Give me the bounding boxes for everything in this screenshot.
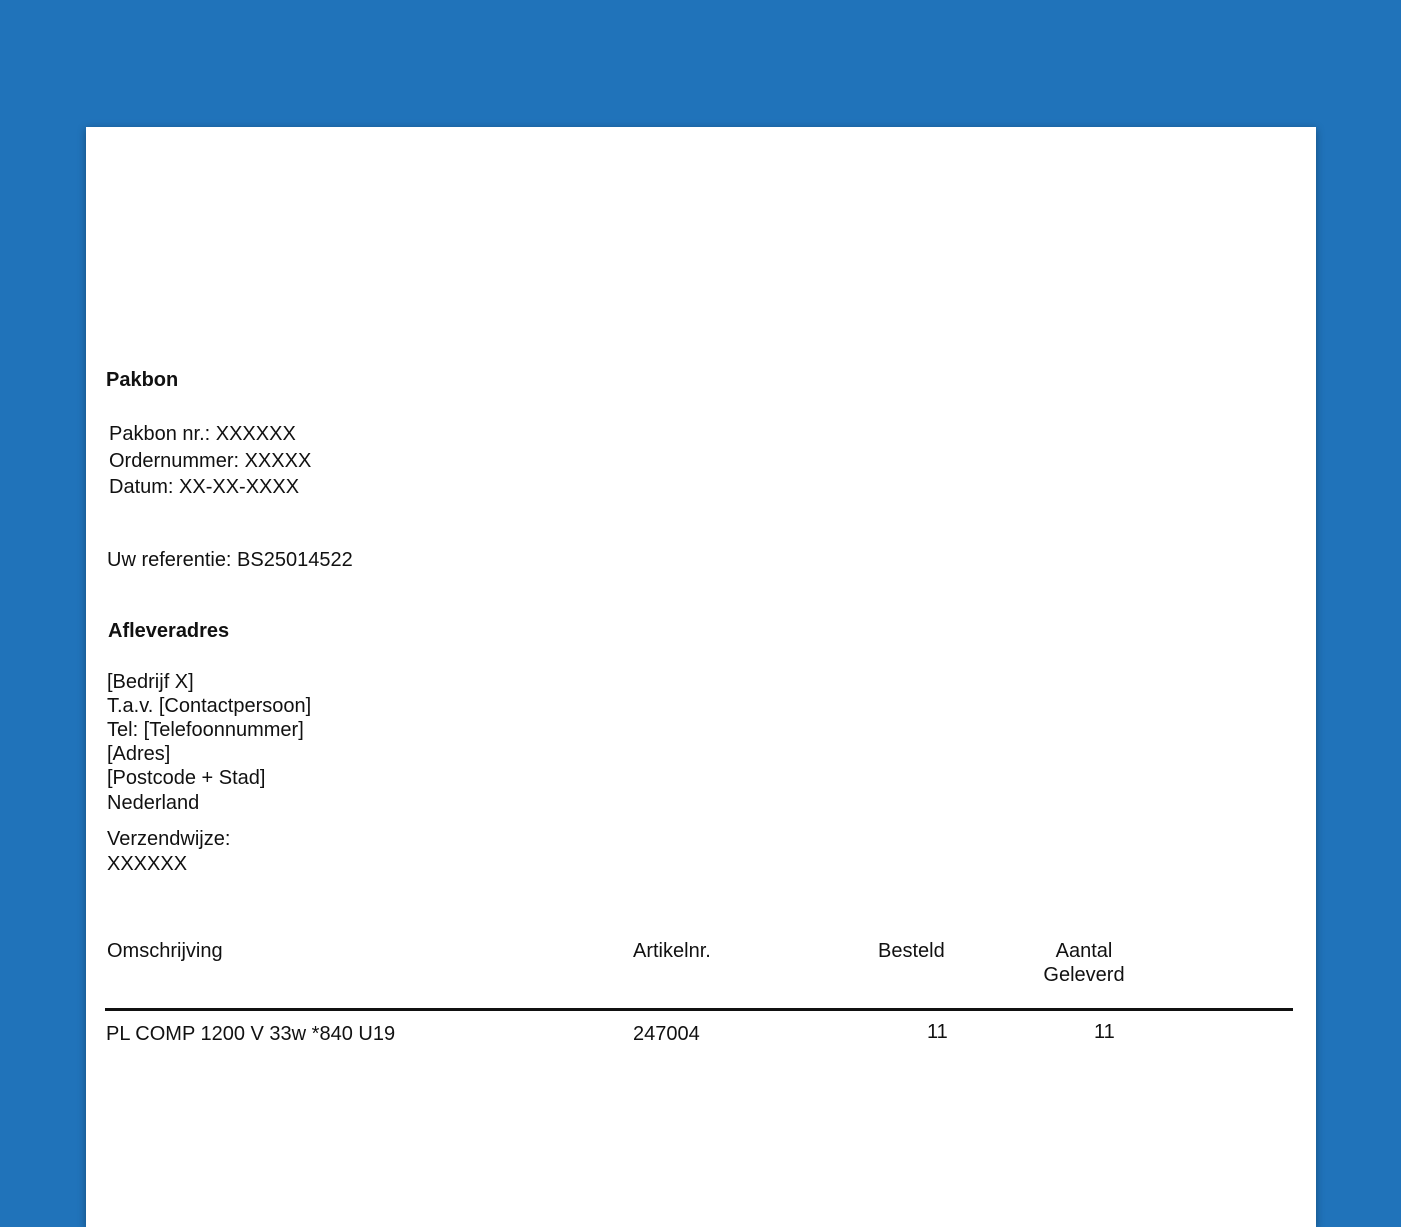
document-title: Pakbon (106, 369, 179, 391)
document-page: Pakbon Pakbon nr.: XXXXXX Ordernummer: X… (86, 127, 1316, 1227)
header-aantal: Aantal (1055, 940, 1113, 962)
header-besteld: Besteld (878, 940, 945, 962)
reference: Uw referentie: BS25014522 (107, 549, 353, 571)
shipping-label: Verzendwijze: (107, 828, 231, 850)
cell-omschrijving: PL COMP 1200 V 33w *840 U19 (106, 1023, 396, 1045)
address-heading: Afleveradres (108, 620, 230, 642)
header-geleverd: Geleverd (1043, 964, 1125, 986)
address-line: T.a.v. [Contactpersoon] (107, 695, 312, 717)
address-line: Tel: [Telefoonnummer] (107, 719, 304, 741)
cell-artikelnr: 247004 (633, 1023, 700, 1045)
header-omschrijving: Omschrijving (107, 940, 223, 962)
address-line: [Bedrijf X] (107, 671, 194, 693)
header-divider (105, 1008, 1293, 1011)
order-number: Ordernummer: XXXXX (109, 450, 312, 472)
header-artikelnr: Artikelnr. (633, 940, 711, 962)
shipping-value: XXXXXX (107, 853, 188, 875)
cell-geleverd: 11 (1094, 1021, 1115, 1043)
address-line: Nederland (107, 792, 200, 814)
date: Datum: XX-XX-XXXX (109, 476, 300, 498)
cell-besteld: 11 (927, 1021, 948, 1043)
address-line: [Postcode + Stad] (107, 767, 266, 789)
address-line: [Adres] (107, 743, 171, 765)
pakbon-number: Pakbon nr.: XXXXXX (109, 423, 296, 445)
